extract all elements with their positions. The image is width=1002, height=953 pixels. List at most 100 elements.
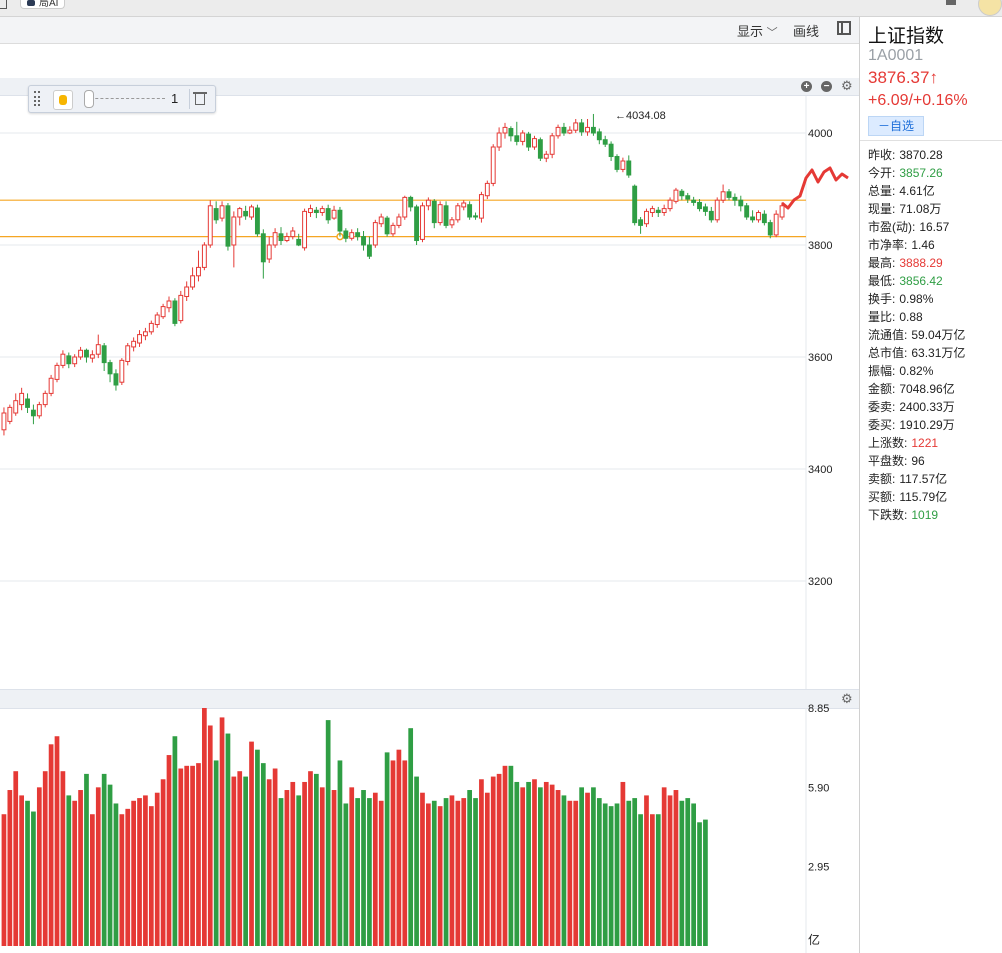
kline-chart[interactable]: 4000 3800 3600 3400 3200 ←4034.08 8.85 5.90 2.… bbox=[0, 96, 859, 953]
volume-bar bbox=[13, 771, 19, 946]
volume-bar bbox=[378, 800, 384, 946]
candle-body bbox=[290, 230, 296, 238]
drag-handle-icon[interactable] bbox=[34, 91, 40, 106]
volume-tick-label: 8.85 bbox=[808, 703, 829, 715]
stat-label: 振幅: bbox=[868, 364, 896, 378]
quote-stats: 昨收: 3870.28 今开: 3857.26 总量: 4.61亿 现量: 71.08万 市盈(… bbox=[868, 146, 965, 524]
stat-row: 最低: 3856.42 bbox=[868, 272, 965, 290]
display-menu-button[interactable]: 显示 ﹀ bbox=[737, 21, 778, 40]
stat-value: 59.04万亿 bbox=[911, 328, 966, 342]
candle-body bbox=[484, 182, 490, 197]
volume-bar bbox=[31, 811, 36, 946]
zoom-in-icon[interactable]: + bbox=[801, 81, 812, 92]
stat-row: 市盈(动): 16.57 bbox=[868, 218, 965, 236]
stat-row: 振幅: 0.82% bbox=[868, 362, 965, 380]
volume-bar bbox=[302, 781, 307, 946]
volume-bar bbox=[196, 763, 201, 946]
stat-label: 现量: bbox=[868, 202, 896, 216]
volume-gear-icon[interactable]: ⚙ bbox=[841, 691, 853, 706]
volume-bar bbox=[679, 800, 685, 946]
candle-body bbox=[402, 196, 408, 218]
volume-bar bbox=[296, 795, 302, 946]
candle-body bbox=[349, 232, 355, 239]
volume-bar bbox=[361, 790, 366, 946]
volume-bar bbox=[538, 787, 543, 946]
price-tick-label: 3200 bbox=[808, 576, 832, 588]
zoom-out-icon[interactable]: − bbox=[821, 81, 832, 92]
width-slider-track[interactable] bbox=[85, 98, 165, 101]
candle-body bbox=[396, 216, 402, 226]
candle-body bbox=[555, 126, 561, 137]
current-price-marker bbox=[781, 166, 849, 210]
app-tab[interactable]: 局AI bbox=[20, 0, 66, 9]
candle-body bbox=[325, 208, 331, 221]
volume-bar bbox=[461, 798, 467, 946]
volume-bar bbox=[225, 733, 231, 946]
volume-bar bbox=[532, 779, 537, 946]
candle-body bbox=[361, 236, 366, 246]
volume-bar bbox=[632, 798, 638, 946]
sidebar-toggle-icon[interactable] bbox=[837, 21, 851, 35]
window-control-icon[interactable] bbox=[946, 0, 956, 5]
volume-bar bbox=[638, 814, 643, 946]
candle-body bbox=[443, 205, 449, 226]
gear-icon[interactable]: ⚙ bbox=[841, 78, 853, 93]
volume-bar bbox=[473, 798, 478, 946]
candle-body bbox=[714, 199, 720, 221]
stat-value: 7048.96亿 bbox=[899, 382, 955, 396]
candle-body bbox=[756, 212, 761, 221]
volume-bar bbox=[154, 792, 160, 946]
stat-row: 换手: 0.98% bbox=[868, 290, 965, 308]
candle-body bbox=[378, 216, 384, 225]
candle-body bbox=[738, 199, 744, 207]
candle-body bbox=[196, 266, 201, 277]
stat-label: 昨收: bbox=[868, 148, 896, 162]
remove-favorite-button[interactable]: －自选 bbox=[868, 116, 924, 136]
candle-body bbox=[101, 345, 107, 364]
volume-bar bbox=[1, 814, 7, 946]
candle-body bbox=[249, 206, 254, 218]
volume-bar bbox=[284, 790, 290, 946]
trash-icon[interactable] bbox=[189, 89, 210, 109]
volume-bar bbox=[567, 800, 573, 946]
candles-layer bbox=[1, 113, 785, 436]
candle-body bbox=[514, 135, 520, 142]
width-slider-knob[interactable] bbox=[84, 90, 94, 108]
candle-body bbox=[478, 194, 484, 219]
volume-bar bbox=[402, 760, 408, 946]
quote-sidebar: 上证指数 1A0001 3876.37↑ +6.09/+0.16% －自选 昨收… bbox=[859, 17, 1002, 953]
candle-body bbox=[284, 236, 290, 242]
stat-row: 今开: 3857.26 bbox=[868, 164, 965, 182]
stat-row: 总量: 4.61亿 bbox=[868, 182, 965, 200]
drawing-toolbar[interactable]: 1 bbox=[28, 85, 216, 113]
volume-bar bbox=[620, 781, 626, 946]
candle-body bbox=[425, 199, 431, 207]
price-tick-label: 4000 bbox=[808, 128, 832, 140]
candle-body bbox=[449, 219, 455, 226]
volume-bar bbox=[691, 803, 696, 946]
volume-bar bbox=[508, 765, 514, 946]
price-tick-label: 3400 bbox=[808, 464, 832, 476]
volume-bar bbox=[614, 803, 620, 946]
candle-body bbox=[225, 205, 231, 247]
color-picker-button[interactable] bbox=[53, 90, 73, 110]
volume-bar bbox=[484, 792, 490, 946]
candle-body bbox=[590, 126, 596, 134]
index-price: 3876.37↑ bbox=[868, 68, 938, 87]
stat-value: 63.31万亿 bbox=[911, 346, 966, 360]
stat-row: 卖额: 117.57亿 bbox=[868, 470, 965, 488]
volume-bar bbox=[260, 763, 266, 946]
candle-body bbox=[644, 210, 649, 225]
volume-bar bbox=[125, 808, 131, 946]
stat-value: 71.08万 bbox=[899, 202, 942, 216]
volume-bar bbox=[184, 765, 190, 946]
draw-line-button[interactable]: 画线 bbox=[793, 24, 820, 39]
candle-body bbox=[296, 238, 302, 246]
volume-bar bbox=[331, 790, 337, 946]
candle-body bbox=[207, 205, 213, 246]
volume-bar bbox=[143, 795, 148, 946]
candle-body bbox=[779, 205, 785, 218]
avatar[interactable] bbox=[978, 0, 1002, 16]
candle-body bbox=[84, 349, 89, 358]
corner-icon[interactable] bbox=[0, 0, 7, 9]
